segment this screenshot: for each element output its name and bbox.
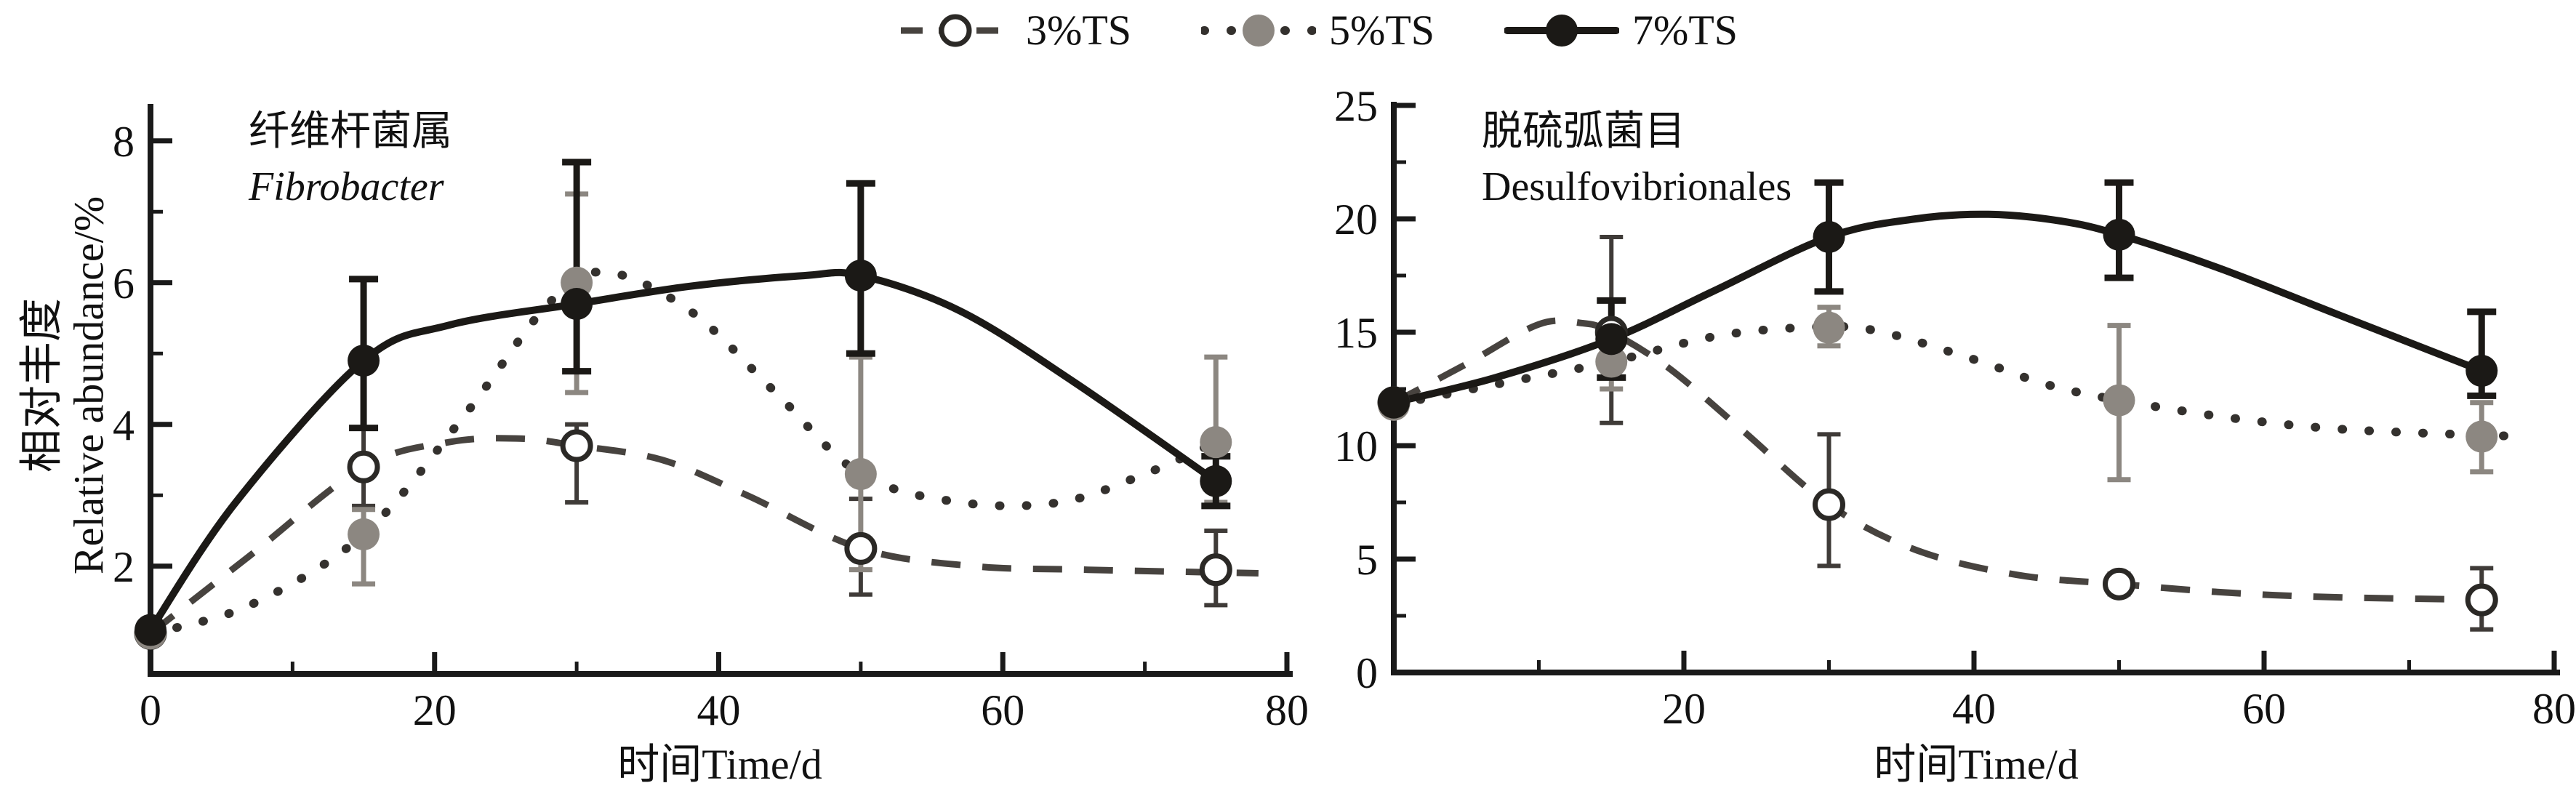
y-tick-label: 15 [1334,309,1378,357]
legend-label-3ts: 3%TS [1026,7,1131,54]
series-line-5%TS [146,268,1221,638]
panel-title-left: 纤维杆菌属 Fibrobacter [249,104,452,214]
x-tick-label: 0 [140,686,161,734]
panel-right: 20 40 60 80 0 5 10 15 20 25 [1334,82,2576,733]
panel-title-right-zh: 脱硫弧菌目 [1482,109,1685,154]
panel-title-left-en: Fibrobacter [249,164,444,209]
series-line-7%TS [147,268,1220,634]
series-line-3%TS [148,435,1259,636]
legend-item-3ts: 3%TS [898,4,1131,57]
x-axis-label-right: 时间Time/d [1874,741,2079,788]
x-tick-label: 60 [2242,685,2286,733]
legend-item-5ts: 5%TS [1201,4,1435,57]
panel-left: 0 20 40 60 80 2 4 6 8 [113,104,1309,734]
y-tick-label: 6 [113,260,135,308]
panel-title-right: 脱硫弧菌目 Desulfovibrionales [1482,104,1791,214]
panel-title-right-en: Desulfovibrionales [1482,164,1792,209]
x-tick-label: 40 [1952,685,1996,733]
x-axis-label-left: 时间Time/d [617,741,822,788]
y-axis-label-en: Relative abundance/% [65,196,113,575]
y-tick-label: 4 [113,401,135,449]
y-tick-label: 5 [1356,536,1378,584]
series-line-3%TS [1392,317,2511,603]
y-axis-label-zh: 相对丰度 [17,298,66,473]
y-tick-label: 20 [1334,196,1378,244]
y-tick-label: 8 [113,118,135,166]
legend-marker-solid-black-circle-icon [1504,5,1619,56]
legend-marker-dotted-gray-circle-icon [1201,5,1316,56]
x-tick-label: 80 [1265,686,1309,734]
y-tick-label: 2 [113,543,135,591]
legend-label-5ts: 5%TS [1329,7,1435,54]
y-tick-label: 10 [1334,422,1378,470]
x-tick-label: 60 [981,686,1024,734]
x-tick-label: 40 [697,686,741,734]
panel-title-left-zh: 纤维杆菌属 [249,109,452,154]
y-tick-label: 0 [1356,649,1378,697]
legend-marker-dashed-open-circle-icon [898,5,1013,56]
x-tick-label: 20 [413,686,457,734]
legend-item-7ts: 7%TS [1504,4,1738,57]
y-tick-label: 25 [1334,82,1378,130]
legend: 3%TS 5%TS 7%TS [898,4,1738,57]
x-tick-label: 20 [1662,685,1706,733]
series-line-5%TS [1389,322,2530,441]
legend-label-7ts: 7%TS [1632,7,1738,54]
x-tick-label: 80 [2532,685,2576,733]
